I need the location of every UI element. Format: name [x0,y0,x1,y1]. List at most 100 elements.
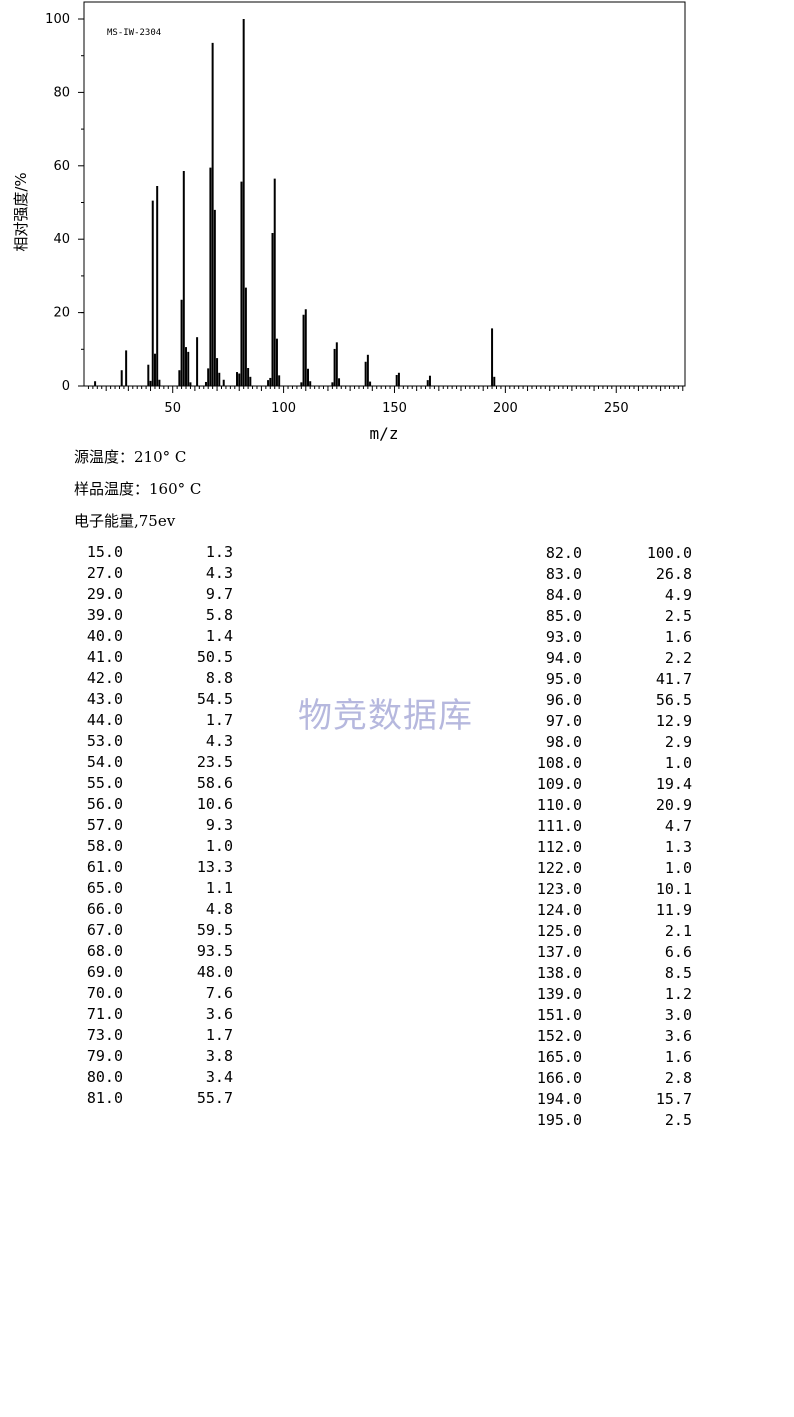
peak-row: 111.0 4.7 [528,816,692,837]
peak-abundance: 10.1 [655,880,692,898]
peak-abundance: 7.6 [205,984,233,1002]
peak-row: 41.0 50.5 [79,647,233,668]
peak-mz: 152.0 [536,1027,582,1045]
peak-mz: 29.0 [86,585,123,603]
peak-abundance: 1.2 [664,985,692,1003]
peak-abundance: 4.7 [664,817,692,835]
peak-mz: 111.0 [536,817,582,835]
peak-row: 61.0 13.3 [79,857,233,878]
peak-mz: 82.0 [545,544,582,562]
peak-abundance: 20.9 [655,796,692,814]
peak-row: 108.0 1.0 [528,753,692,774]
peak-mz: 137.0 [536,943,582,961]
y-tick-label: 0 [62,379,70,394]
peak-row: 110.0 20.9 [528,795,692,816]
peak-mz: 151.0 [536,1006,582,1024]
peak-row: 194.0 15.7 [528,1089,692,1110]
peak-abundance: 1.0 [205,837,233,855]
peak-row: 70.0 7.6 [79,983,233,1004]
peak-abundance: 12.9 [655,712,692,730]
peak-abundance: 41.7 [655,670,692,688]
peak-row: 65.0 1.1 [79,878,233,899]
peak-abundance: 6.6 [664,943,692,961]
x-tick-label: 200 [493,401,518,416]
peak-abundance: 54.5 [196,690,233,708]
peak-mz: 84.0 [545,586,582,604]
peak-mz: 112.0 [536,838,582,856]
peak-abundance: 3.8 [205,1047,233,1065]
x-tick-label: 150 [382,401,407,416]
peak-row: 93.0 1.6 [528,627,692,648]
spectrum-id: MS-IW-2304 [107,28,161,38]
peak-mz: 95.0 [545,670,582,688]
peak-abundance: 8.5 [664,964,692,982]
peak-abundance: 1.7 [205,711,233,729]
peak-mz: 15.0 [86,543,123,561]
peak-mz: 108.0 [536,754,582,772]
peak-row: 123.0 10.1 [528,879,692,900]
peak-row: 139.0 1.2 [528,984,692,1005]
peak-abundance: 1.6 [664,628,692,646]
peak-abundance: 56.5 [655,691,692,709]
peak-mz: 66.0 [86,900,123,918]
peak-row: 68.0 93.5 [79,941,233,962]
peak-mz: 81.0 [86,1089,123,1107]
peak-row: 67.0 59.5 [79,920,233,941]
peak-row: 80.0 3.4 [79,1067,233,1088]
peak-abundance: 2.5 [664,607,692,625]
peak-abundance: 4.8 [205,900,233,918]
peak-abundance: 2.1 [664,922,692,940]
y-tick-label: 60 [53,159,70,174]
peak-mz: 40.0 [86,627,123,645]
peak-row: 151.0 3.0 [528,1005,692,1026]
peak-abundance: 1.0 [664,859,692,877]
peak-abundance: 1.3 [664,838,692,856]
peak-mz: 61.0 [86,858,123,876]
peak-row: 85.0 2.5 [528,606,692,627]
watermark: 物竞数据库 [298,696,473,736]
peak-row: 122.0 1.0 [528,858,692,879]
sample-temperature: 样品温度：160° C [74,480,202,498]
y-tick-label: 40 [53,232,70,247]
peak-mz: 80.0 [86,1068,123,1086]
peak-mz: 195.0 [536,1111,582,1129]
peak-abundance: 13.3 [196,858,233,876]
peak-abundance: 3.4 [205,1068,233,1086]
peak-abundance: 93.5 [196,942,233,960]
peak-row: 98.0 2.9 [528,732,692,753]
peak-mz: 43.0 [86,690,123,708]
peak-abundance: 1.6 [664,1048,692,1066]
peak-mz: 54.0 [86,753,123,771]
peak-mz: 42.0 [86,669,123,687]
peak-mz: 123.0 [536,880,582,898]
peak-abundance: 100.0 [646,544,692,562]
source-temperature: 源温度：210° C [74,448,187,466]
peak-abundance: 15.7 [655,1090,692,1108]
x-tick-label: 250 [604,401,629,416]
peak-row: 53.0 4.3 [79,731,233,752]
peak-abundance: 3.6 [205,1005,233,1023]
peak-row: 69.0 48.0 [79,962,233,983]
peak-row: 29.0 9.7 [79,584,233,605]
peak-mz: 70.0 [86,984,123,1002]
peak-table-left: 15.0 1.3 27.0 4.3 29.0 9.7 39.0 5.8 40.0 1.4 41.0 5… [79,542,233,1109]
peak-row: 42.0 8.8 [79,668,233,689]
peak-abundance: 55.7 [196,1089,233,1107]
peak-mz: 39.0 [86,606,123,624]
peak-mz: 27.0 [86,564,123,582]
peak-abundance: 4.3 [205,564,233,582]
peak-abundance: 23.5 [196,753,233,771]
mass-spectrum-chart: 0 20 40 60 80 100 50 100 150 200 250 MS-IW-2304 m… [12,1,686,443]
peak-mz: 94.0 [545,649,582,667]
peak-abundance: 3.6 [664,1027,692,1045]
peak-abundance: 9.7 [205,585,233,603]
peak-abundance: 4.9 [664,586,692,604]
peak-row: 82.0 100.0 [528,543,692,564]
peak-series [94,19,496,386]
peak-mz: 109.0 [536,775,582,793]
peak-row: 58.0 1.0 [79,836,233,857]
y-axis-label: 相对强度/% [12,172,30,251]
peak-row: 66.0 4.8 [79,899,233,920]
y-axis: 0 20 40 60 80 100 [45,12,84,394]
plot-frame [83,1,686,387]
